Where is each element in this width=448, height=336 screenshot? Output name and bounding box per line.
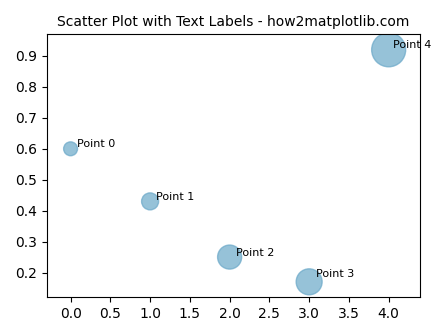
Text: Point 4: Point 4 — [392, 40, 431, 50]
Text: Point 0: Point 0 — [77, 139, 115, 149]
Title: Scatter Plot with Text Labels - how2matplotlib.com: Scatter Plot with Text Labels - how2matp… — [57, 15, 410, 29]
Point — [306, 279, 313, 285]
Text: Point 3: Point 3 — [315, 269, 354, 279]
Text: Point 2: Point 2 — [236, 248, 274, 257]
Point — [226, 254, 233, 260]
Text: Point 1: Point 1 — [156, 192, 195, 202]
Point — [385, 47, 392, 52]
Point — [146, 199, 154, 204]
Point — [67, 146, 74, 152]
